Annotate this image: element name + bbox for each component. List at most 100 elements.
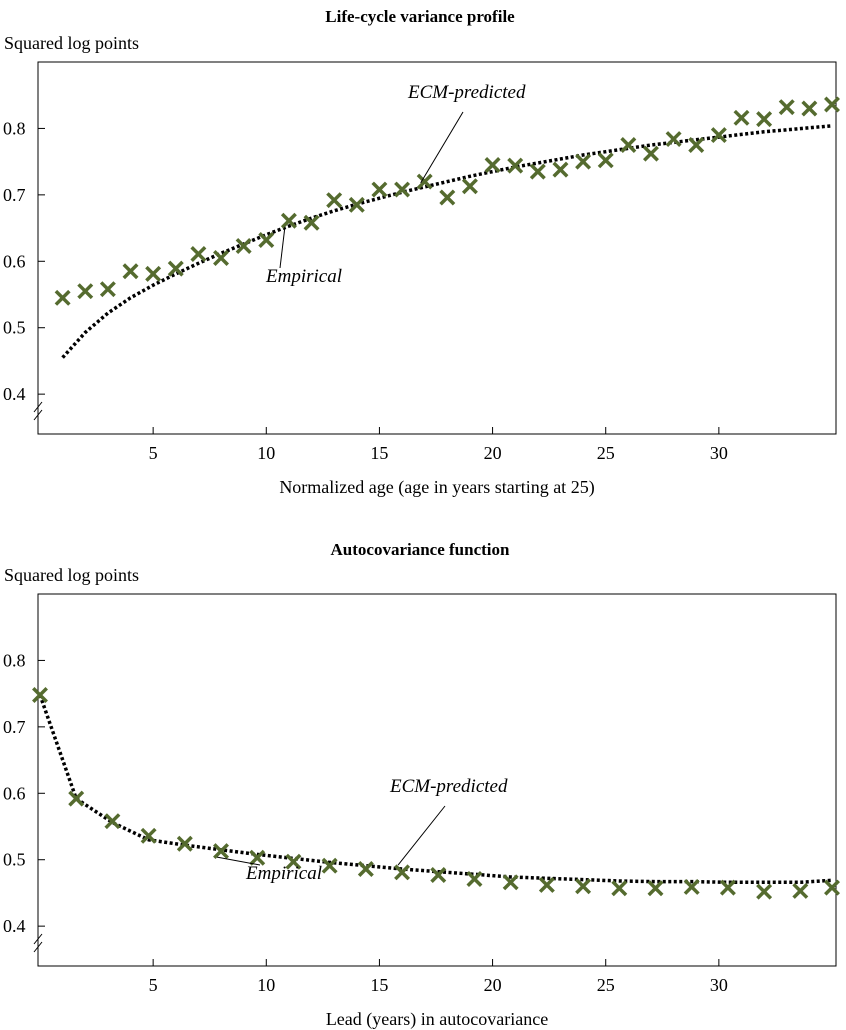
x-tick-label: 15 bbox=[370, 443, 388, 463]
x-axis-label: Normalized age (age in years starting at… bbox=[279, 477, 594, 498]
chart-title: Life-cycle variance profile bbox=[325, 7, 515, 26]
empirical-point bbox=[176, 835, 193, 852]
axis-break-marker bbox=[33, 401, 43, 421]
plot-frame bbox=[37, 593, 837, 967]
empirical-point bbox=[190, 246, 207, 262]
x-tick-label: 20 bbox=[484, 975, 502, 995]
empirical-point bbox=[439, 189, 456, 206]
x-tick-label: 25 bbox=[597, 975, 615, 995]
empirical-point bbox=[507, 157, 524, 174]
empirical-point bbox=[824, 96, 840, 113]
empirical-point bbox=[99, 281, 116, 298]
empirical-point bbox=[77, 283, 94, 300]
x-tick-label: 30 bbox=[710, 975, 728, 995]
y-tick-label: 0.5 bbox=[3, 318, 26, 338]
x-tick-label: 5 bbox=[149, 975, 158, 995]
ecm-predicted-line-group bbox=[61, 124, 833, 359]
empirical-point bbox=[249, 849, 266, 866]
empirical-markers-group bbox=[32, 686, 840, 900]
axis-break-marker bbox=[33, 933, 43, 953]
empirical-point bbox=[140, 827, 157, 844]
y-tick-label: 0.8 bbox=[3, 650, 26, 670]
chart-panel-life-cycle: Life-cycle variance profile Squared log … bbox=[3, 7, 840, 498]
empirical-point bbox=[665, 131, 682, 148]
annotation-label: Empirical bbox=[265, 266, 342, 287]
empirical-point bbox=[461, 178, 478, 195]
ecm-predicted-line-group bbox=[38, 694, 833, 885]
empirical-point bbox=[824, 879, 840, 896]
empirical-point bbox=[303, 214, 320, 231]
empirical-point bbox=[611, 880, 628, 897]
empirical-point bbox=[642, 145, 659, 162]
empirical-point bbox=[348, 196, 365, 213]
empirical-point bbox=[647, 880, 664, 897]
empirical-point bbox=[394, 864, 411, 881]
empirical-point bbox=[620, 137, 637, 154]
y-tick-label: 0.4 bbox=[3, 384, 26, 404]
y-axis-label: Squared log points bbox=[4, 565, 139, 585]
x-tick-label: 25 bbox=[597, 443, 615, 463]
y-tick-label: 0.6 bbox=[3, 783, 26, 803]
empirical-point bbox=[235, 238, 252, 254]
empirical-point bbox=[756, 111, 773, 128]
empirical-point bbox=[280, 212, 297, 229]
annotation-label: ECM-predicted bbox=[407, 82, 526, 103]
empirical-point bbox=[719, 879, 736, 896]
empirical-point bbox=[683, 878, 700, 895]
empirical-point bbox=[778, 99, 795, 116]
empirical-point bbox=[32, 686, 48, 703]
empirical-point bbox=[430, 867, 447, 883]
x-tick-label: 5 bbox=[149, 443, 158, 463]
empirical-point bbox=[733, 109, 750, 126]
x-tick-label: 30 bbox=[710, 443, 728, 463]
y-tick-label: 0.8 bbox=[3, 118, 26, 138]
empirical-markers-group bbox=[54, 96, 840, 306]
empirical-point bbox=[394, 181, 411, 198]
ecm-predicted-line bbox=[61, 124, 833, 359]
annotation-leader bbox=[420, 111, 464, 184]
empirical-point bbox=[326, 192, 343, 209]
empirical-point bbox=[502, 874, 519, 891]
empirical-point bbox=[357, 861, 374, 877]
y-tick-label: 0.4 bbox=[3, 916, 26, 936]
chart-panel-autocovariance: Autocovariance function Squared log poin… bbox=[3, 540, 840, 1030]
empirical-point bbox=[575, 153, 592, 170]
y-axis-label: Squared log points bbox=[4, 33, 139, 53]
empirical-point bbox=[792, 882, 809, 899]
x-tick-label: 10 bbox=[257, 443, 275, 463]
axis-ticks: 5 10 15 20 25 30 0.4 0.5 0.6 0.7 0.8 bbox=[3, 650, 728, 995]
empirical-point bbox=[466, 871, 483, 887]
x-tick-label: 10 bbox=[257, 975, 275, 995]
empirical-point bbox=[575, 878, 592, 895]
empirical-point bbox=[538, 876, 555, 893]
empirical-point bbox=[688, 137, 705, 154]
axis-break-slash bbox=[33, 401, 43, 421]
chart-title: Autocovariance function bbox=[331, 540, 511, 559]
empirical-point bbox=[68, 790, 85, 807]
y-tick-label: 0.7 bbox=[3, 185, 26, 205]
empirical-point bbox=[371, 181, 388, 198]
empirical-point bbox=[416, 173, 433, 190]
empirical-point bbox=[552, 161, 569, 178]
ecm-predicted-line bbox=[38, 694, 833, 885]
y-tick-label: 0.5 bbox=[3, 850, 26, 870]
axis-break-slash bbox=[33, 933, 43, 953]
empirical-point bbox=[597, 152, 614, 169]
empirical-point bbox=[104, 813, 121, 830]
annotation-leader bbox=[397, 805, 446, 866]
empirical-point bbox=[213, 249, 230, 266]
annotations-group: ECM-predicted Empirical bbox=[216, 776, 508, 884]
y-tick-label: 0.7 bbox=[3, 717, 26, 737]
empirical-point bbox=[145, 265, 162, 282]
annotation-leader bbox=[279, 226, 286, 269]
plot-frame bbox=[37, 61, 837, 435]
empirical-point bbox=[484, 156, 501, 173]
empirical-point bbox=[710, 127, 727, 144]
y-tick-label: 0.6 bbox=[3, 251, 26, 271]
x-tick-label: 20 bbox=[484, 443, 502, 463]
annotation-label: ECM-predicted bbox=[389, 776, 508, 797]
annotation-label: Empirical bbox=[245, 863, 322, 884]
empirical-point bbox=[756, 883, 773, 900]
empirical-point bbox=[321, 857, 338, 874]
